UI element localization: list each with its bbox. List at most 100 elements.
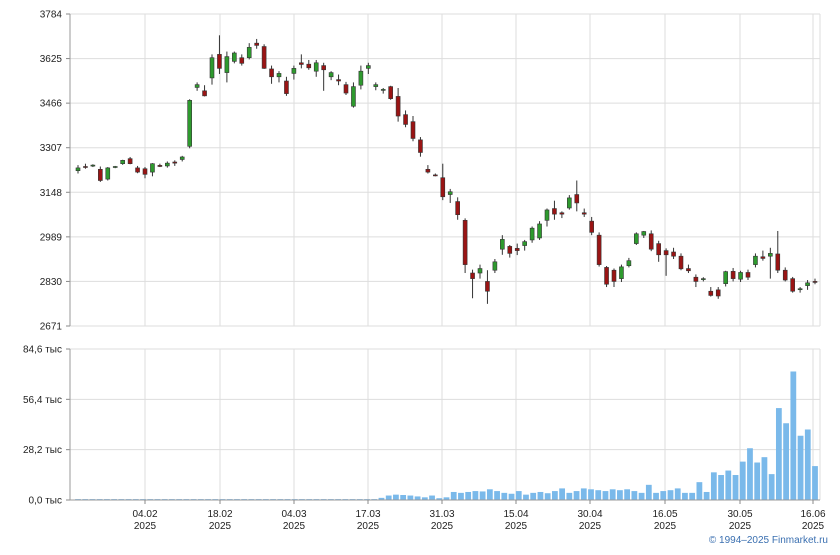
volume-tick-label: 28,2 тыс	[23, 445, 62, 456]
price-tick-label: 2830	[40, 277, 63, 288]
candle-up	[291, 68, 297, 74]
x-tick-year: 2025	[579, 521, 602, 532]
volume-bar	[775, 408, 782, 500]
candle-down	[425, 168, 431, 173]
candle-up	[537, 223, 542, 239]
volume-bar	[638, 492, 645, 500]
volume-bar	[732, 475, 739, 500]
candle-down	[135, 167, 140, 173]
candle-up	[447, 191, 453, 195]
volume-bar	[768, 474, 775, 500]
candle-down	[83, 166, 88, 168]
volume-bar	[790, 371, 797, 500]
candle-down	[775, 253, 781, 271]
volume-bar	[783, 423, 789, 500]
candle-down	[715, 289, 721, 297]
price-tick-label: 3625	[40, 54, 63, 65]
x-tick-date: 04.02	[132, 509, 157, 520]
volume-bar	[696, 482, 703, 500]
volume-bar	[443, 497, 450, 500]
candle-down	[284, 80, 289, 94]
volume-bar	[421, 497, 428, 500]
volume-bar	[660, 491, 667, 500]
x-tick-date: 15.04	[503, 509, 528, 520]
candle-up	[492, 261, 498, 271]
volume-bar	[378, 497, 385, 500]
x-tick-date: 16.06	[800, 509, 825, 520]
candle-down	[678, 255, 684, 270]
candle-up	[477, 268, 483, 274]
volume-bar	[588, 489, 594, 500]
volume-bar	[595, 490, 602, 500]
volume-bar	[407, 495, 414, 500]
candle-down	[440, 177, 446, 198]
volume-bar	[479, 491, 486, 500]
candle-up	[366, 65, 371, 69]
candle-down	[656, 243, 661, 256]
candle-down	[693, 276, 699, 282]
volume-bar	[624, 489, 631, 500]
candle-down	[336, 79, 341, 82]
candle-down	[142, 168, 148, 175]
price-tick-label: 3148	[40, 188, 63, 199]
candle-down	[202, 90, 207, 97]
candle-down	[686, 268, 691, 272]
candle-up	[522, 241, 527, 246]
candle-down	[254, 42, 259, 46]
candle-up	[105, 167, 111, 180]
candle-down	[127, 158, 133, 164]
candle-down	[410, 121, 416, 139]
candle-up	[797, 288, 803, 291]
volume-bar	[559, 488, 565, 500]
candle-down	[172, 161, 178, 164]
candle-down	[760, 256, 766, 259]
candle-up	[112, 166, 118, 168]
candle-down	[261, 46, 267, 69]
volume-bar	[645, 484, 652, 500]
volume-tick-label: 84,6 тыс	[23, 345, 62, 356]
price-tick-label: 2989	[40, 232, 63, 243]
volume-bar	[609, 489, 616, 500]
volume-bar	[436, 498, 443, 500]
volume-bar	[667, 490, 674, 500]
volume-bar	[393, 494, 399, 500]
candle-down	[559, 212, 565, 215]
volume-bar	[450, 491, 457, 500]
candle-down	[782, 269, 788, 281]
candle-up	[358, 70, 364, 86]
volume-bar	[414, 496, 421, 500]
price-grid	[70, 13, 821, 327]
volume-bar	[653, 492, 659, 500]
volume-grid	[70, 348, 821, 501]
candle-down	[433, 174, 438, 177]
volume-bar	[400, 495, 407, 500]
volume-bar	[537, 491, 544, 500]
candle-up	[500, 239, 505, 250]
candle-up	[641, 231, 647, 236]
candle-down	[98, 168, 103, 181]
candle-down	[157, 165, 163, 167]
candle-up	[626, 260, 632, 267]
candle-up	[544, 209, 550, 221]
candle-down	[507, 246, 513, 254]
volume-bar	[573, 491, 580, 500]
volume-bar	[725, 470, 732, 500]
candle-down	[581, 212, 587, 215]
price-y-axis: 3784 3625 3466 3307 3148 2989 2830 2671	[40, 10, 71, 333]
volume-bar	[739, 461, 746, 500]
candle-up	[328, 72, 334, 78]
candle-down	[388, 86, 393, 99]
candle-down	[470, 272, 475, 279]
volume-tick-label: 0,0 тыс	[29, 496, 62, 507]
candle-down	[485, 281, 490, 292]
volume-bar	[472, 491, 479, 500]
candle-up	[351, 86, 356, 107]
candle-up	[634, 233, 639, 244]
candle-up	[373, 84, 379, 87]
x-tick-year: 2025	[505, 521, 528, 532]
volume-bar	[602, 491, 609, 500]
candle-down	[321, 65, 326, 71]
copyright-link[interactable]: © 1994–2025 Finmarket.ru	[708, 535, 828, 546]
candle-down	[708, 290, 714, 296]
